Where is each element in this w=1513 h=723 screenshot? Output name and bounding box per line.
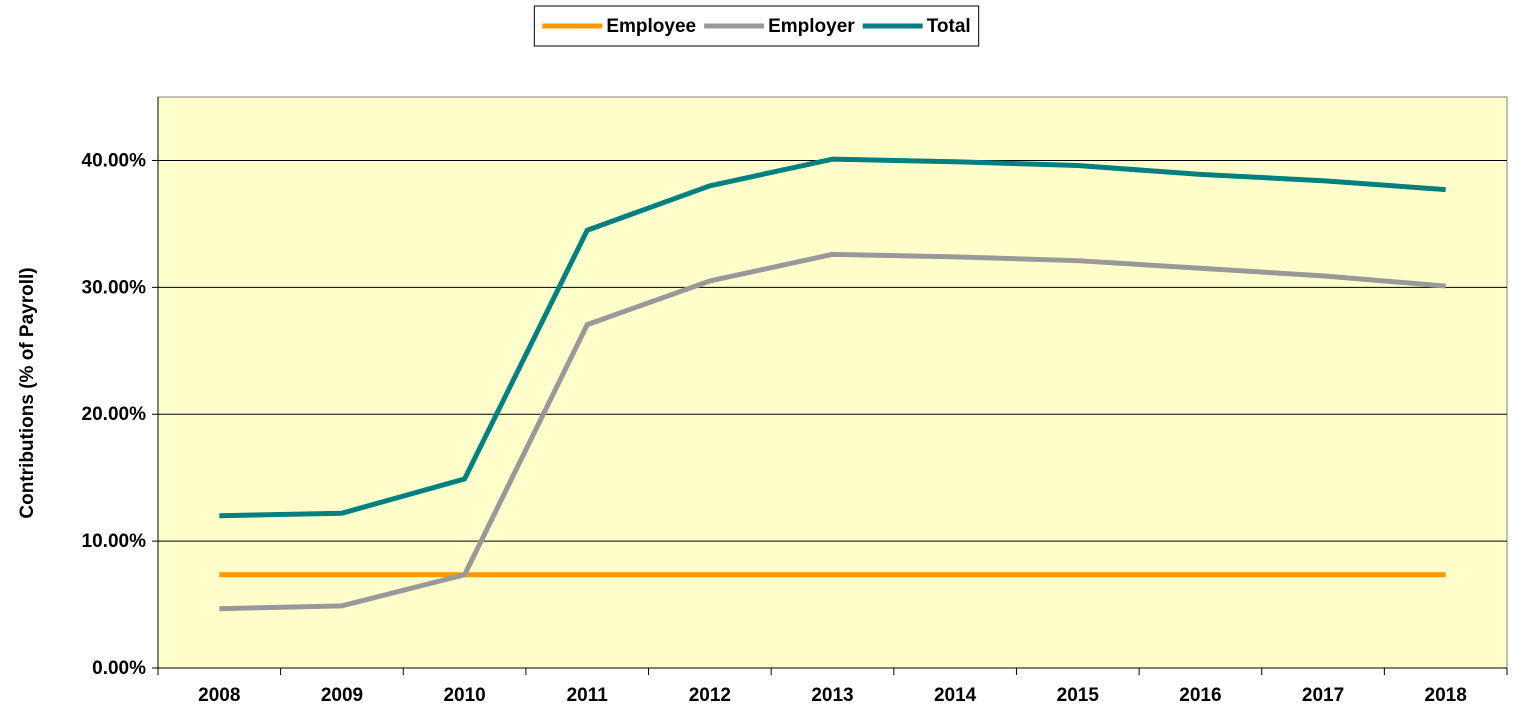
legend-label: Employee (606, 16, 696, 37)
y-tick-label: 10.00% (82, 531, 147, 552)
plot-area (157, 96, 1508, 669)
legend-label: Total (927, 16, 971, 37)
x-tick-label: 2015 (1057, 685, 1100, 706)
y-tick-label: 30.00% (82, 277, 147, 298)
x-tick-label: 2014 (934, 685, 977, 706)
y-axis-title: Contributions (% of Payroll) (17, 267, 38, 518)
x-tick-label: 2009 (321, 685, 363, 706)
x-tick-label: 2018 (1425, 685, 1467, 706)
x-tick-label: 2013 (811, 685, 853, 706)
legend: Employee Employer Total (533, 5, 980, 47)
x-tick-label: 2011 (567, 685, 609, 706)
y-tick-label: 20.00% (82, 404, 147, 425)
series-line (219, 251, 1446, 612)
y-tick-label: 40.00% (82, 150, 147, 171)
x-tick-label: 2010 (443, 685, 485, 706)
series-line (219, 156, 1446, 519)
legend-label: Employer (768, 16, 855, 37)
x-tick-label: 2016 (1179, 685, 1221, 706)
x-tick-label: 2008 (198, 685, 240, 706)
x-tick-label: 2017 (1302, 685, 1344, 706)
x-tick-label: 2012 (689, 685, 731, 706)
y-tick-label: 0.00% (92, 658, 146, 679)
